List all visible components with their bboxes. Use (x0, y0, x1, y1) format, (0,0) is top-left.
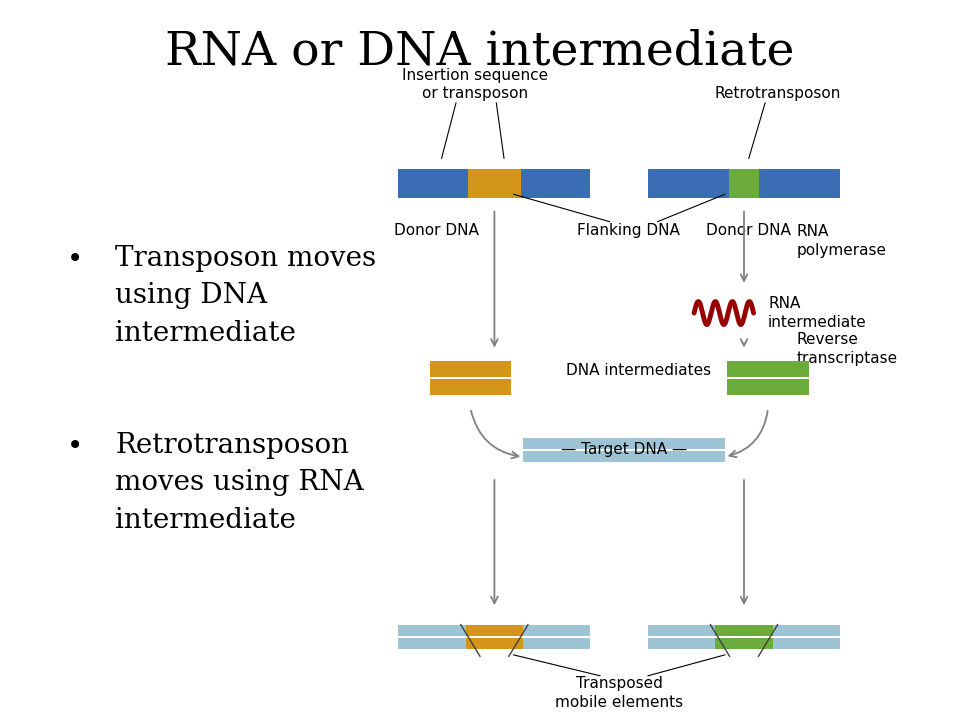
Text: Donor DNA: Donor DNA (707, 223, 791, 238)
FancyBboxPatch shape (430, 361, 511, 377)
FancyBboxPatch shape (648, 625, 715, 636)
FancyBboxPatch shape (523, 438, 725, 449)
Text: Retrotransposon
moves using RNA
intermediate: Retrotransposon moves using RNA intermed… (115, 432, 364, 534)
Text: Transposed
mobile elements: Transposed mobile elements (555, 677, 684, 710)
Text: DNA intermediates: DNA intermediates (565, 363, 711, 378)
FancyBboxPatch shape (466, 638, 523, 649)
FancyBboxPatch shape (730, 169, 758, 184)
FancyBboxPatch shape (398, 625, 466, 636)
FancyBboxPatch shape (773, 625, 840, 636)
FancyBboxPatch shape (466, 625, 523, 636)
Text: Insertion sequence
or transposon: Insertion sequence or transposon (402, 68, 548, 101)
FancyBboxPatch shape (398, 638, 466, 649)
FancyBboxPatch shape (468, 184, 521, 198)
FancyBboxPatch shape (648, 638, 715, 649)
FancyBboxPatch shape (523, 638, 590, 649)
FancyBboxPatch shape (398, 184, 468, 198)
Text: RNA
intermediate: RNA intermediate (768, 296, 867, 330)
Text: — Target DNA —: — Target DNA — (561, 442, 687, 457)
Text: Reverse
transcriptase: Reverse transcriptase (797, 332, 898, 366)
FancyBboxPatch shape (523, 451, 725, 462)
FancyBboxPatch shape (758, 169, 840, 184)
Text: RNA
polymerase: RNA polymerase (797, 225, 887, 258)
FancyBboxPatch shape (521, 169, 590, 184)
Text: •: • (67, 245, 84, 273)
Text: Flanking DNA: Flanking DNA (577, 223, 681, 238)
FancyBboxPatch shape (430, 379, 511, 395)
FancyBboxPatch shape (758, 184, 840, 198)
FancyBboxPatch shape (523, 625, 590, 636)
Text: •: • (67, 432, 84, 460)
Text: Transposon moves
using DNA
intermediate: Transposon moves using DNA intermediate (115, 245, 376, 347)
FancyBboxPatch shape (398, 169, 468, 184)
Text: Donor DNA: Donor DNA (395, 223, 479, 238)
FancyBboxPatch shape (715, 638, 773, 649)
Text: RNA or DNA intermediate: RNA or DNA intermediate (165, 29, 795, 74)
FancyBboxPatch shape (773, 638, 840, 649)
FancyBboxPatch shape (728, 379, 808, 395)
FancyBboxPatch shape (468, 169, 521, 184)
FancyBboxPatch shape (521, 184, 590, 198)
FancyBboxPatch shape (648, 169, 730, 184)
FancyBboxPatch shape (728, 361, 808, 377)
FancyBboxPatch shape (715, 625, 773, 636)
FancyBboxPatch shape (648, 184, 730, 198)
Text: Retrotransposon: Retrotransposon (714, 86, 841, 101)
FancyBboxPatch shape (730, 184, 758, 198)
